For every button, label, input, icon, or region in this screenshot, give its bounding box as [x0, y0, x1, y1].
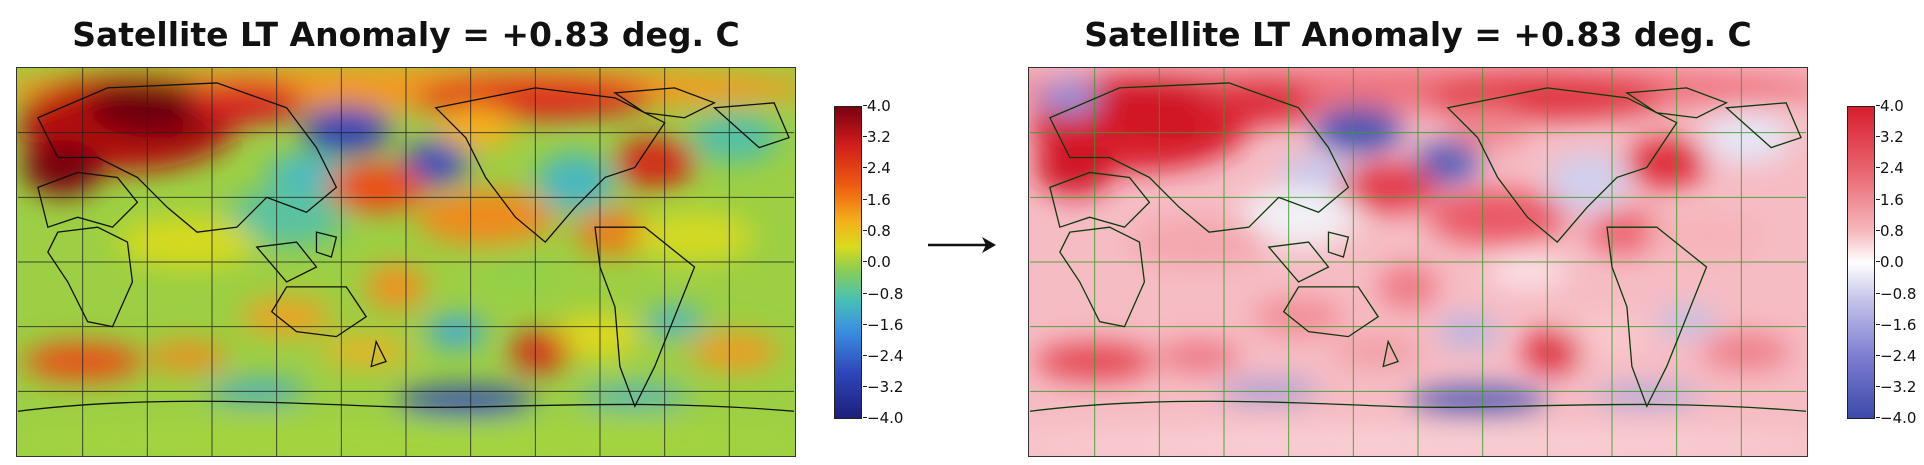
right-colorbar	[1847, 106, 1875, 419]
right-map-canvas	[1029, 68, 1807, 456]
left-tick-label: 3.2	[867, 128, 891, 146]
left-anomaly-map	[16, 67, 796, 457]
right-map-title: Satellite LT Anomaly = +0.83 deg. C	[1028, 10, 1808, 60]
left-map-canvas	[17, 68, 795, 456]
right-tick-label: 2.4	[1880, 159, 1904, 177]
right-tick-label: −2.4	[1880, 347, 1916, 365]
left-tick-label: −0.8	[867, 285, 903, 303]
right-tick-label: 0.0	[1880, 253, 1904, 271]
right-tick-label: 3.2	[1880, 128, 1904, 146]
left-tick-label: 2.4	[867, 159, 891, 177]
right-tick-label: −1.6	[1880, 316, 1916, 334]
left-tick-label: −2.4	[867, 347, 903, 365]
right-tick-label: −4.0	[1880, 409, 1916, 427]
left-colorbar	[834, 106, 862, 419]
left-tick-label: 1.6	[867, 191, 891, 209]
left-tick-label: 0.0	[867, 253, 891, 271]
right-tick-label: −0.8	[1880, 285, 1916, 303]
left-tick-label: −3.2	[867, 378, 903, 396]
left-tick-label: 0.8	[867, 222, 891, 240]
right-tick-label: −3.2	[1880, 378, 1916, 396]
right-tick-label: 1.6	[1880, 191, 1904, 209]
left-tick-label: −1.6	[867, 316, 903, 334]
right-arrow-icon	[926, 230, 998, 260]
left-map-title: Satellite LT Anomaly = +0.83 deg. C	[16, 10, 796, 60]
left-tick-label: 4.0	[867, 97, 891, 115]
right-tick-label: 4.0	[1880, 97, 1904, 115]
left-tick-label: −4.0	[867, 409, 903, 427]
right-tick-label: 0.8	[1880, 222, 1904, 240]
right-anomaly-map	[1028, 67, 1808, 457]
